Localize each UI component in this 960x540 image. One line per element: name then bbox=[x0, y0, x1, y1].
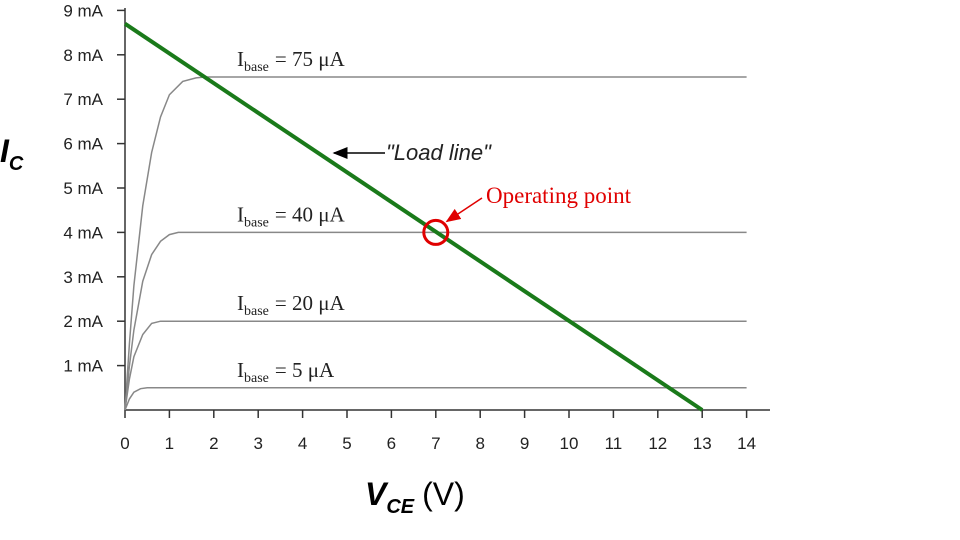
y-axis-title-sub: C bbox=[9, 153, 24, 175]
x-tick-label: 0 bbox=[120, 434, 129, 453]
curve-label-main: I bbox=[237, 47, 244, 71]
y-tick-label: 6 mA bbox=[63, 135, 103, 154]
x-tick-label: 12 bbox=[648, 434, 667, 453]
y-tick-label: 3 mA bbox=[63, 268, 103, 287]
load-line-label: "Load line" bbox=[386, 140, 492, 165]
curve bbox=[124, 231, 747, 411]
x-tick-label: 2 bbox=[209, 434, 218, 453]
curve-label-main: I bbox=[237, 202, 244, 226]
x-tick-label: 11 bbox=[605, 434, 623, 453]
curve-label-rest: = 40 μA bbox=[275, 202, 346, 226]
curve-label-rest: = 5 μA bbox=[275, 358, 335, 382]
x-tick-label: 5 bbox=[342, 434, 351, 453]
curve bbox=[124, 76, 747, 411]
x-tick-label: 4 bbox=[298, 434, 307, 453]
curve-label-sub: base bbox=[244, 215, 269, 230]
curve-label: Ibase = 75 μA bbox=[237, 47, 345, 75]
x-axis-title: VCE (V) bbox=[365, 476, 465, 518]
y-axis-title-main: I bbox=[0, 133, 10, 169]
x-tick-label: 3 bbox=[253, 434, 262, 453]
curve-label-rest: = 75 μA bbox=[275, 47, 346, 71]
curve-label: Ibase = 40 μA bbox=[237, 202, 345, 230]
x-tick-label: 1 bbox=[165, 434, 174, 453]
curve-label-main: I bbox=[237, 291, 244, 315]
operating-point-arrow bbox=[445, 197, 483, 223]
curve-label-rest: = 20 μA bbox=[275, 291, 346, 315]
x-tick-label: 6 bbox=[387, 434, 396, 453]
operating-point-label: Operating point bbox=[486, 183, 632, 208]
y-tick-label: 4 mA bbox=[63, 223, 103, 242]
x-tick-label: 10 bbox=[560, 434, 579, 453]
curve bbox=[124, 387, 747, 411]
curve-label-sub: base bbox=[244, 60, 269, 75]
load-line bbox=[123, 22, 704, 412]
y-tick-label: 5 mA bbox=[63, 179, 103, 198]
curve-label-sub: base bbox=[244, 371, 269, 386]
y-axis-title: IC bbox=[0, 133, 24, 175]
x-tick-label: 14 bbox=[737, 434, 756, 453]
x-axis-title-sub: CE bbox=[386, 496, 414, 518]
x-tick-label: 9 bbox=[520, 434, 529, 453]
y-tick-label: 9 mA bbox=[63, 1, 103, 20]
curve-label: Ibase = 5 μA bbox=[237, 358, 335, 386]
y-tick-label: 8 mA bbox=[63, 46, 103, 65]
curve-label: Ibase = 20 μA bbox=[237, 291, 345, 319]
curve-label-main: I bbox=[237, 358, 244, 382]
x-axis-title-main: V bbox=[365, 476, 389, 512]
x-tick-label: 7 bbox=[431, 434, 440, 453]
x-axis-title-unit: (V) bbox=[422, 476, 465, 512]
curve-label-sub: base bbox=[244, 304, 269, 319]
y-tick-label: 1 mA bbox=[63, 357, 103, 376]
curve bbox=[124, 320, 747, 411]
x-tick-label: 8 bbox=[475, 434, 484, 453]
y-tick-label: 2 mA bbox=[63, 312, 103, 331]
x-tick-label: 13 bbox=[693, 434, 712, 453]
y-tick-label: 7 mA bbox=[63, 90, 103, 109]
operating-point bbox=[422, 218, 450, 246]
